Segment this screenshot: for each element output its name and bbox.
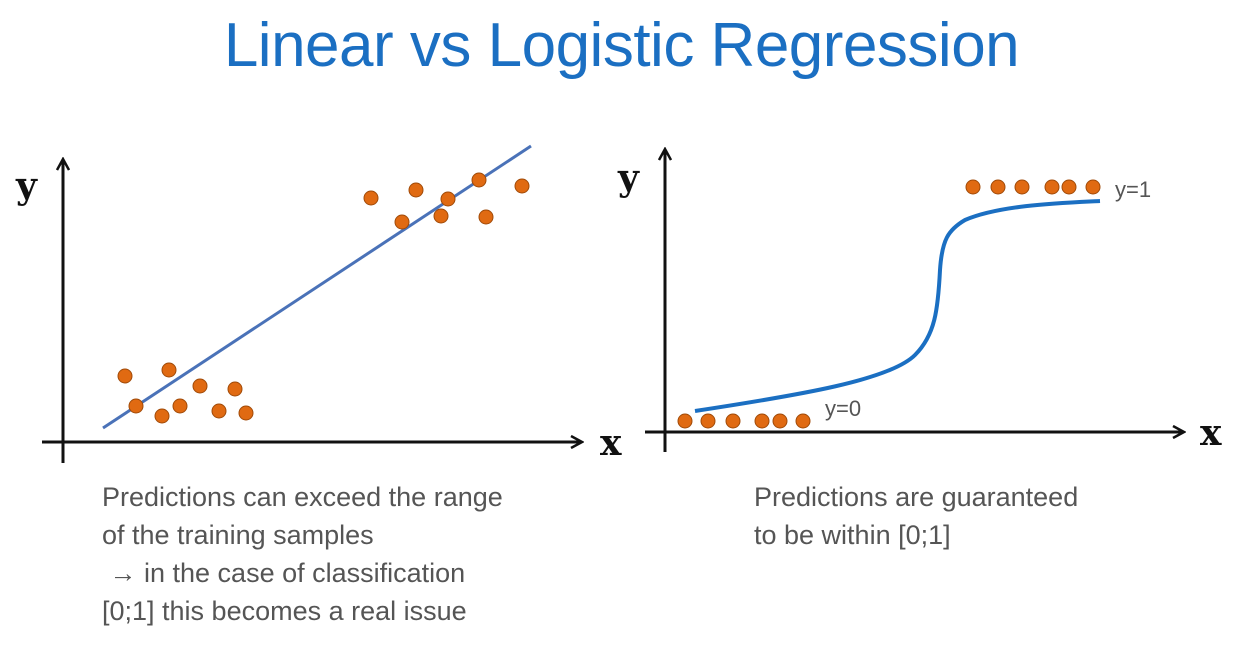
label-y0: y=0	[825, 396, 861, 421]
logistic-regression-plot: y x y=1 y=0	[617, 150, 1222, 454]
class-0-points	[677, 413, 811, 429]
y-axis-label: y	[617, 157, 640, 199]
data-points	[117, 172, 530, 424]
right-caption: Predictions are guaranteed to be within …	[754, 478, 1078, 554]
caption-line: Predictions can exceed the range	[102, 482, 503, 512]
caption-line: [0;1] this becomes a real issue	[102, 596, 467, 626]
caption-line: → in the case of classification	[102, 558, 466, 588]
label-y1: y=1	[1115, 177, 1151, 202]
y-axis-label: y	[15, 165, 38, 207]
slide-title: Linear vs Logistic Regression	[223, 11, 1020, 80]
caption-line: to be within [0;1]	[754, 520, 951, 550]
regression-line	[102, 144, 532, 430]
class-1-points	[965, 179, 1101, 195]
caption-line: of the training samples	[102, 520, 374, 550]
linear-regression-plot: y x	[15, 144, 622, 464]
caption-line: Predictions are guaranteed	[754, 482, 1079, 512]
x-axis-label: x	[1200, 412, 1222, 454]
left-caption: Predictions can exceed the range of the …	[102, 478, 503, 630]
sigmoid-curve	[694, 199, 1101, 413]
x-axis-label: x	[600, 422, 622, 464]
